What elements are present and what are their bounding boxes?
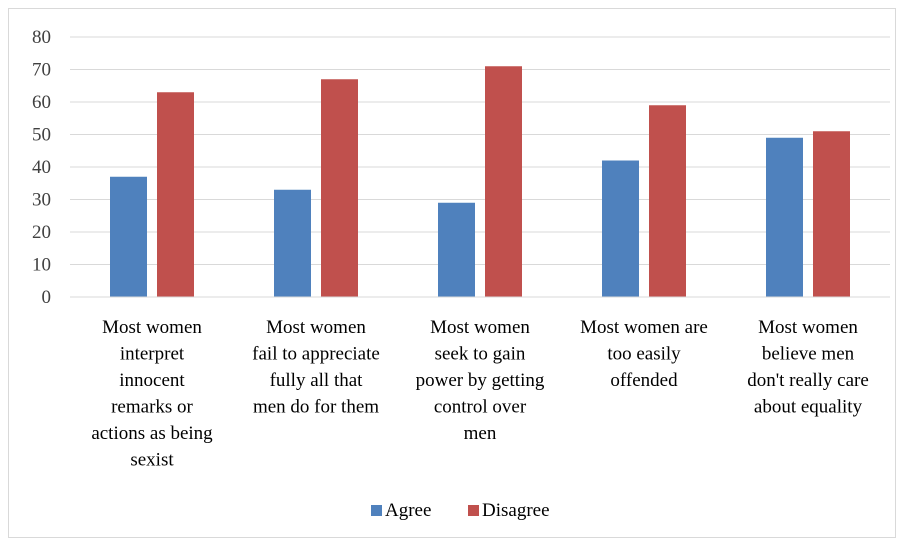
category-label-line: don't really care	[747, 370, 869, 391]
category-label-line: Most women	[758, 317, 858, 338]
bar-disagree-1	[157, 92, 194, 297]
category-label-line: fully all that	[270, 370, 364, 391]
gridlines	[70, 36, 890, 265]
category-label-line: Most women are	[580, 317, 708, 338]
category-label-line: fail to appreciate	[252, 344, 380, 365]
legend-swatch-agree	[371, 505, 382, 516]
y-tick-label: 80	[32, 27, 51, 48]
y-tick-label: 70	[32, 60, 51, 81]
bar-disagree-4	[649, 105, 686, 297]
category-label-line: control over	[434, 397, 527, 418]
category-label-line: innocent	[119, 370, 185, 391]
category-label-line: Most women	[430, 317, 530, 338]
category-label-line: remarks or	[111, 397, 193, 418]
category-label-1: Most women interpret innocent remarks or act…	[91, 317, 213, 471]
category-label-line: men do for them	[253, 397, 379, 418]
bars	[110, 66, 850, 297]
bar-agree-1	[110, 176, 147, 297]
legend-label-disagree: Disagree	[482, 500, 550, 521]
y-axis-tick-labels: 0 10 20 30 40 50 60 70 80	[32, 27, 51, 308]
legend: Agree Disagree	[371, 500, 550, 521]
bar-disagree-2	[321, 79, 358, 297]
y-tick-label: 40	[32, 157, 51, 178]
y-tick-label: 60	[32, 92, 51, 113]
y-tick-label: 0	[42, 287, 52, 308]
category-label-line: sexist	[130, 450, 174, 471]
category-label-4: Most women are too easily offended	[580, 317, 708, 391]
category-label-line: Most women	[102, 317, 202, 338]
category-label-line: seek to gain	[435, 344, 526, 365]
category-label-2: Most women fail to appreciate fully all th…	[252, 317, 380, 418]
bar-disagree-5	[813, 131, 850, 297]
bar-agree-2	[274, 189, 311, 297]
category-labels: Most women interpret innocent remarks or act…	[91, 317, 868, 471]
bar-agree-4	[602, 160, 639, 297]
y-tick-label: 20	[32, 222, 51, 243]
category-label-line: interpret	[120, 344, 185, 365]
y-tick-label: 30	[32, 190, 51, 211]
category-label-line: men	[464, 423, 497, 444]
bar-disagree-3	[485, 66, 522, 297]
category-label-line: too easily	[607, 344, 681, 365]
category-label-5: Most women believe men don't really care ab…	[747, 317, 869, 418]
category-label-line: Most women	[266, 317, 366, 338]
legend-label-agree: Agree	[385, 500, 431, 521]
category-label-line: about equality	[754, 397, 863, 418]
category-label-line: offended	[610, 370, 678, 391]
category-label-3: Most women seek to gain power by getting co…	[416, 317, 545, 444]
bar-agree-5	[766, 137, 803, 297]
category-label-line: power by getting	[416, 370, 545, 391]
y-tick-label: 10	[32, 255, 51, 276]
category-label-line: actions as being	[91, 423, 213, 444]
legend-swatch-disagree	[468, 505, 479, 516]
bar-agree-3	[438, 202, 475, 297]
category-label-line: believe men	[762, 344, 855, 365]
y-tick-label: 50	[32, 125, 51, 146]
